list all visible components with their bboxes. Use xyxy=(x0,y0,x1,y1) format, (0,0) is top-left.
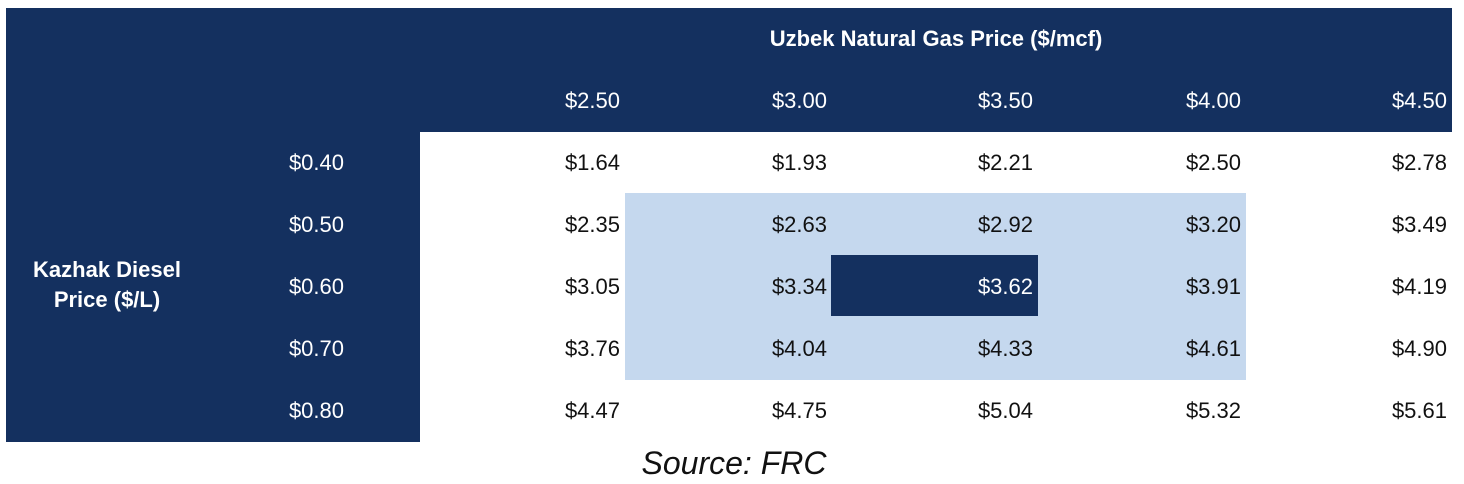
value-cell: $1.64 xyxy=(564,150,620,175)
value-cell: $3.91 xyxy=(1185,274,1241,299)
value-cell: $2.21 xyxy=(977,150,1033,175)
column-title: Uzbek Natural Gas Price ($/mcf) xyxy=(769,26,1103,51)
row-title: Kazhak Diesel Price ($/L) xyxy=(33,257,181,312)
column-header: $4.50 xyxy=(1391,88,1447,113)
row-label: $0.40 xyxy=(288,150,344,175)
column-header: $3.50 xyxy=(977,88,1033,113)
value-cell: $3.49 xyxy=(1391,212,1447,237)
value-cell: $2.50 xyxy=(1185,150,1241,175)
value-cell: $2.35 xyxy=(564,212,620,237)
header-band xyxy=(6,8,1452,132)
value-cell: $4.19 xyxy=(1391,274,1447,299)
value-cell: $3.20 xyxy=(1185,212,1241,237)
value-cell: $3.05 xyxy=(564,274,620,299)
value-cell: $5.04 xyxy=(977,398,1033,423)
value-cell: $2.92 xyxy=(977,212,1033,237)
column-header: $4.00 xyxy=(1185,88,1241,113)
value-cell: $4.33 xyxy=(977,336,1033,361)
value-cell: $3.34 xyxy=(771,274,827,299)
row-label: $0.60 xyxy=(288,274,344,299)
value-cell: $2.63 xyxy=(771,212,827,237)
value-cell: $4.47 xyxy=(564,398,620,423)
row-label: $0.80 xyxy=(288,398,344,423)
source-note: Source: FRC xyxy=(641,445,827,481)
value-cell: $4.75 xyxy=(771,398,827,423)
base-case-cell xyxy=(831,255,1038,316)
value-cell: $3.76 xyxy=(564,336,620,361)
value-cell: $2.78 xyxy=(1391,150,1447,175)
value-cell: $4.90 xyxy=(1391,336,1447,361)
row-header-band xyxy=(6,132,420,442)
column-header: $3.00 xyxy=(771,88,827,113)
row-label: $0.50 xyxy=(288,212,344,237)
row-label: $0.70 xyxy=(288,336,344,361)
column-header: $2.50 xyxy=(564,88,620,113)
value-cell: $1.93 xyxy=(771,150,827,175)
value-cell: $4.04 xyxy=(771,336,827,361)
value-cell: $4.61 xyxy=(1185,336,1241,361)
value-cell: $3.62 xyxy=(977,274,1033,299)
value-cell: $5.61 xyxy=(1391,398,1447,423)
value-cell: $5.32 xyxy=(1185,398,1241,423)
